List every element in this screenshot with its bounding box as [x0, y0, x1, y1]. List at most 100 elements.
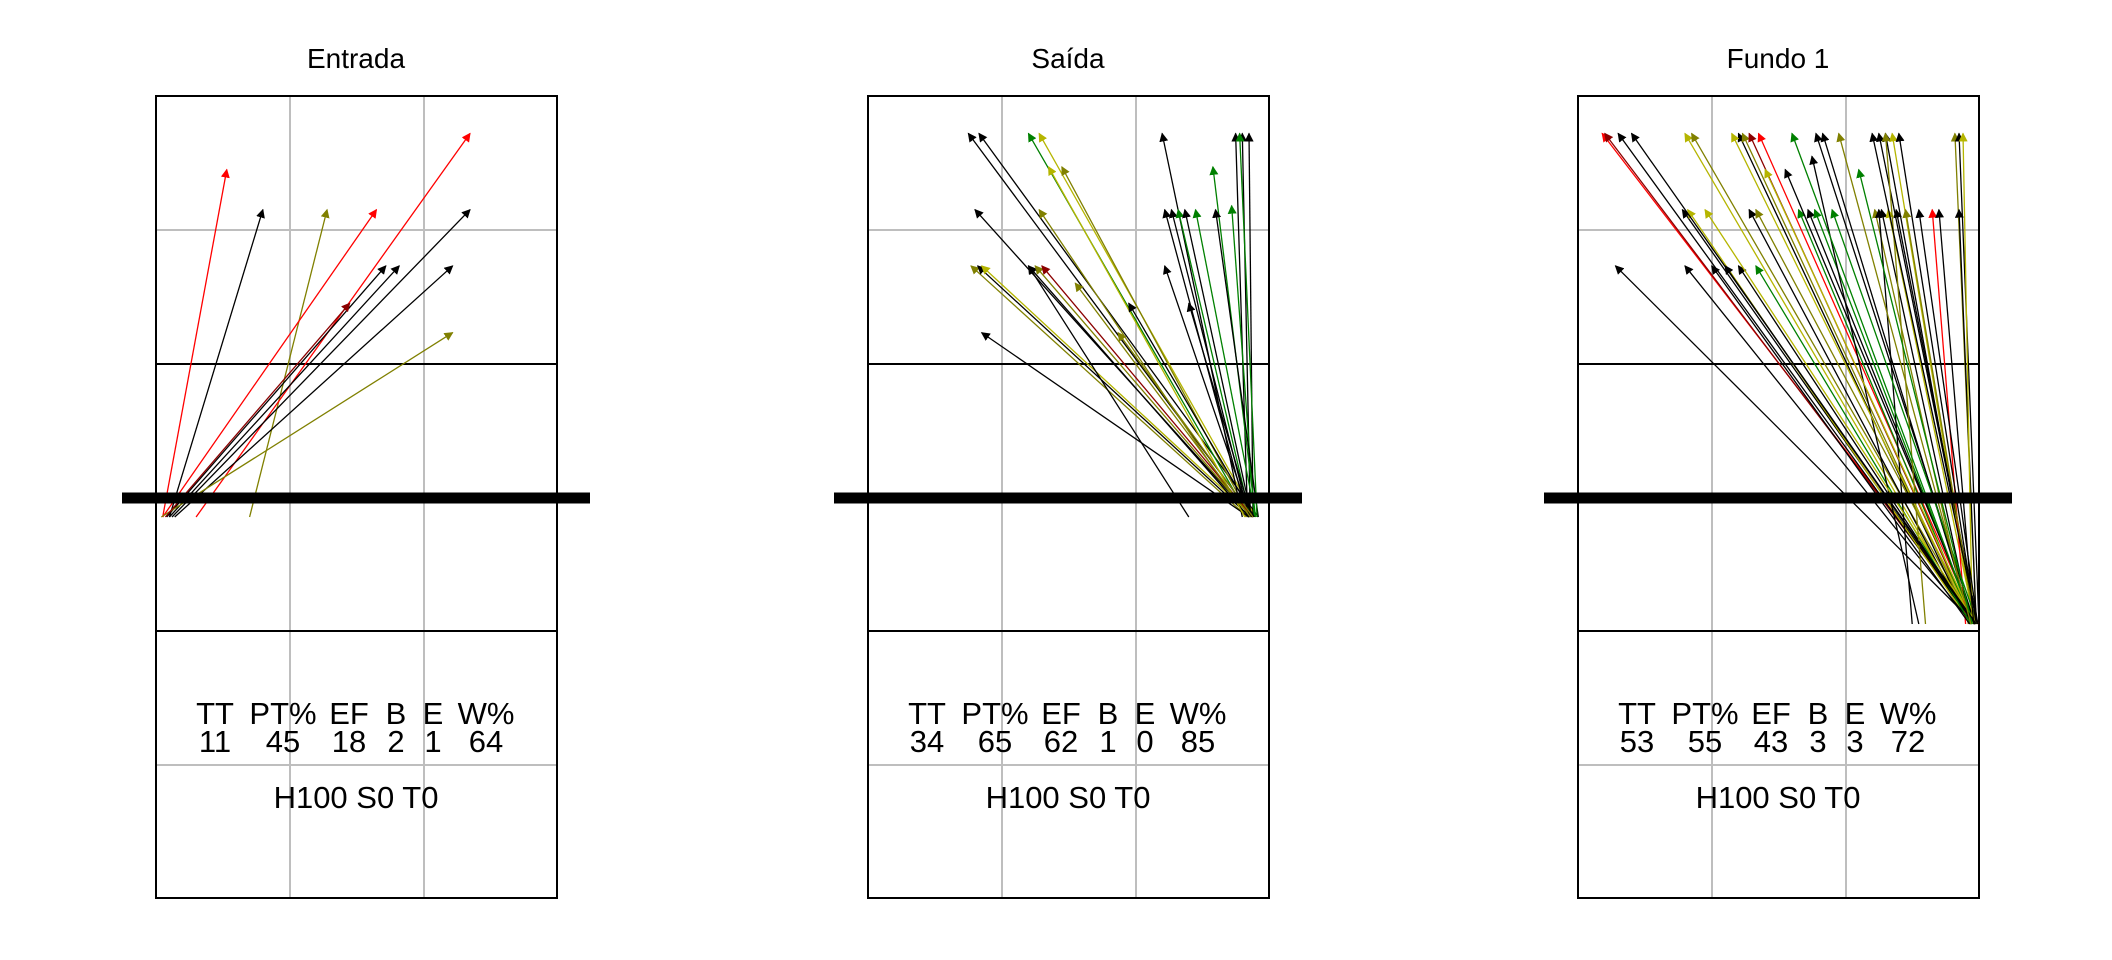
attack-arrow: [1117, 331, 1254, 518]
attack-arrow: [1895, 132, 1977, 625]
stat-header: PT%: [961, 696, 1028, 731]
stat-value: 64: [469, 724, 503, 759]
attack-arrow: [1790, 132, 1975, 625]
attack-arrow: [1691, 132, 1976, 625]
attack-arrow: [1830, 208, 1979, 625]
stats-header: TT PT% EF B E W%: [196, 696, 514, 731]
stat-value: 45: [266, 724, 300, 759]
attack-arrow: [166, 265, 387, 518]
attack-arrow: [1027, 265, 1250, 518]
attack-arrow: [164, 302, 351, 518]
stat-header: W%: [1880, 696, 1937, 731]
attack-arrow: [1935, 208, 1975, 625]
attack-arrow: [1684, 132, 1973, 625]
stat-value: 1: [1099, 724, 1116, 759]
attack-arrow: [1764, 168, 1976, 625]
stat-value: 1: [424, 724, 441, 759]
stats-values: 34 65 62 1 0 85: [910, 724, 1215, 759]
panel-footer: H100 S0 T0: [1696, 780, 1861, 815]
stat-header: TT: [908, 696, 946, 731]
stat-value: 55: [1688, 724, 1722, 759]
attack-arrow: [1231, 132, 1249, 518]
stat-value: 43: [1754, 724, 1788, 759]
attack-arrow: [1856, 168, 1973, 625]
stat-value: 0: [1136, 724, 1153, 759]
attack-arrow: [171, 208, 471, 518]
attack-arrow: [1163, 264, 1251, 518]
attack-arrow: [1836, 132, 1972, 625]
stat-value: 18: [332, 724, 366, 759]
attack-arrow: [1954, 208, 1977, 625]
stat-value: 3: [1846, 724, 1863, 759]
attack-arrow: [1711, 265, 1971, 625]
stat-value: 34: [910, 724, 944, 759]
stat-value: 65: [978, 724, 1012, 759]
stat-header: PT%: [1671, 696, 1738, 731]
stat-header: W%: [1170, 696, 1227, 731]
attack-arrow: [1186, 302, 1253, 518]
stat-header: E: [1135, 696, 1156, 731]
attack-arrow: [1748, 208, 1971, 625]
stats-values: 53 55 43 3 3 72: [1620, 724, 1925, 759]
panel-footer: H100 S0 T0: [274, 780, 439, 815]
attack-arrow: [1869, 132, 1979, 625]
attack-arrows: [967, 132, 1259, 518]
attack-arrow: [1630, 132, 1977, 625]
attack-arrow: [1958, 132, 1973, 625]
attack-arrow: [1704, 208, 1977, 625]
stats-header: TT PT% EF B E W%: [908, 696, 1226, 731]
stat-header: E: [423, 696, 444, 731]
attack-arrow: [980, 332, 1250, 518]
attack-arrow: [1893, 208, 1979, 625]
attack-arrow: [1684, 265, 1973, 625]
attack-arrow: [1737, 132, 1971, 625]
attack-arrow: [1244, 132, 1254, 518]
panel-title: Entrada: [307, 43, 405, 74]
attack-arrow: [980, 265, 1254, 518]
stat-value: 11: [199, 724, 231, 759]
stat-header: TT: [1618, 696, 1656, 731]
attack-arrow: [160, 332, 454, 518]
attack-arrows: [160, 132, 471, 518]
panel-fundo-1: Fundo 1 TT PT% EF B E W% 53 55: [1544, 43, 2012, 899]
stats-values: 11 45 18 2 1 64: [199, 724, 503, 759]
attack-arrow: [1074, 282, 1251, 518]
stat-header: E: [1845, 696, 1866, 731]
attack-arrow: [168, 265, 400, 518]
attack-arrow: [976, 265, 1251, 518]
attack-arrow: [1192, 208, 1257, 518]
panel-title: Saída: [1031, 43, 1105, 74]
attack-arrow: [1027, 265, 1190, 518]
stat-value: 72: [1891, 724, 1925, 759]
stat-header: TT: [196, 696, 234, 731]
attack-arrow: [1128, 302, 1255, 518]
attack-arrow: [1614, 265, 1976, 625]
stat-header: EF: [329, 696, 369, 731]
stat-value: 85: [1181, 724, 1215, 759]
attack-arrow: [1041, 265, 1254, 518]
panel-footer: H100 S0 T0: [986, 780, 1151, 815]
attack-arrow: [1681, 208, 1975, 625]
stat-value: 2: [387, 724, 404, 759]
stat-header: EF: [1041, 696, 1081, 731]
attack-arrow: [162, 168, 230, 518]
panel-saida: Saída TT PT% EF B E W% 34 65: [834, 43, 1302, 899]
stat-header: B: [1098, 696, 1119, 731]
attack-arrow: [248, 208, 330, 518]
panel-entrada: Entrada TT PT% EF B E W% 11 45: [122, 43, 590, 899]
stats-header: TT PT% EF B E W%: [1618, 696, 1936, 731]
stat-header: PT%: [249, 696, 316, 731]
attack-arrow: [1061, 166, 1251, 518]
attack-arrow: [1757, 132, 1977, 625]
stat-header: B: [386, 696, 407, 731]
stat-value: 53: [1620, 724, 1654, 759]
panel-title: Fundo 1: [1727, 43, 1830, 74]
attack-arrow: [162, 208, 378, 518]
attack-arrow: [1731, 132, 1975, 625]
attack-arrow: [1687, 208, 1972, 625]
attack-arrow: [1047, 166, 1246, 518]
attack-arrow: [1874, 208, 1913, 625]
attack-arrow: [1175, 208, 1251, 518]
